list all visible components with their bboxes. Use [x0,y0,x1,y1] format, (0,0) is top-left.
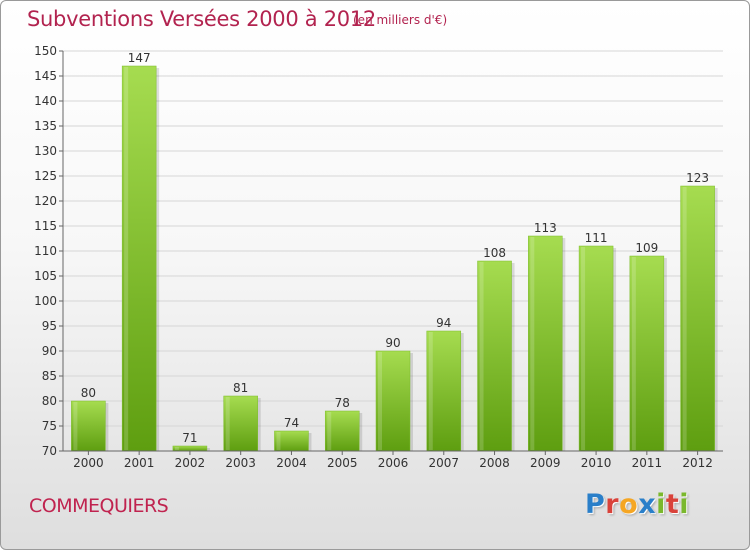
x-tick-label: 2004 [276,456,307,470]
logo-letter: i [679,489,690,520]
bar-highlight [174,447,179,450]
y-tick-label: 95 [42,319,57,333]
chart-unit-label: (en milliers d'€) [353,13,448,27]
bar-highlight [428,332,433,450]
commune-name: COMMEQUIERS [29,495,169,517]
data-label: 90 [385,336,400,350]
data-label: 74 [284,416,299,430]
data-label: 78 [335,396,350,410]
bar-highlight [73,402,78,450]
bar-2005[interactable] [324,410,360,452]
data-label: 113 [534,221,557,235]
x-tick-label: 2006 [378,456,409,470]
logo-letter: x [638,489,657,520]
bar-2009[interactable] [528,235,563,452]
y-tick-label: 145 [34,69,57,83]
y-tick-label: 70 [42,444,57,458]
bar-highlight [682,187,687,450]
y-tick-label: 80 [42,394,57,408]
axes [59,50,723,455]
bar-highlight [581,247,586,450]
x-tick-label: 2002 [175,456,206,470]
y-tick-label: 135 [34,119,57,133]
bars [71,65,718,452]
x-tick-label: 2012 [682,456,713,470]
labels: 70 75 80 85 90 95 100 105 110 115 120 125 130 135 140 1… [34,44,713,470]
y-tick-label: 85 [42,369,57,383]
y-tick-label: 105 [34,269,57,283]
logo-letter: r [605,489,620,520]
bar-2012[interactable] [680,185,715,452]
bar-2011[interactable] [629,255,665,452]
bar-highlight [225,397,230,450]
data-label: 147 [128,51,151,65]
bar-highlight [479,262,484,450]
y-tick-label: 115 [34,219,57,233]
bar-2010[interactable] [578,245,614,452]
x-tick-label: 2009 [530,456,561,470]
x-tick-label: 2010 [581,456,612,470]
chart-title: Subventions Versées 2000 à 2012 [27,7,376,31]
bar-highlight [327,412,332,450]
x-tick-label: 2007 [428,456,459,470]
logo-letter: o [619,489,639,520]
y-tick-label: 125 [34,169,57,183]
x-tick-label: 2003 [225,456,256,470]
data-label: 111 [585,231,608,245]
x-tick-label: 2005 [327,456,358,470]
y-tick-label: 120 [34,194,57,208]
data-label: 109 [635,241,658,255]
bar-highlight [276,432,281,450]
bar-highlight [124,67,129,450]
y-tick-label: 75 [42,419,57,433]
data-label: 81 [233,381,248,395]
data-label: 94 [436,316,451,330]
bar-highlight [378,352,382,450]
bar-2006[interactable] [375,350,411,452]
x-tick-label: 2000 [73,456,104,470]
y-tick-label: 90 [42,344,57,358]
y-tick-label: 100 [34,294,57,308]
data-label: 80 [81,386,96,400]
logo-letter: t [665,489,680,520]
bar-2008[interactable] [477,260,512,452]
bar-2001[interactable] [121,65,157,452]
proxiti-logo[interactable]: Proxiti [585,489,689,520]
bar-2003[interactable] [223,395,258,452]
bar-highlight [530,237,535,450]
data-label: 123 [686,171,709,185]
data-label: 71 [182,431,197,445]
y-tick-label: 130 [34,144,57,158]
y-tick-label: 110 [34,244,57,258]
bar-2007[interactable] [426,330,462,452]
logo-letter: P [585,489,606,520]
logo-letter: i [656,489,666,520]
x-tick-label: 2011 [632,456,663,470]
y-tick-label: 140 [34,94,57,108]
bar-highlight [631,257,636,450]
y-tick-label: 150 [34,44,57,58]
x-tick-label: 2008 [479,456,510,470]
data-label: 108 [483,246,506,260]
x-tick-label: 2001 [124,456,155,470]
